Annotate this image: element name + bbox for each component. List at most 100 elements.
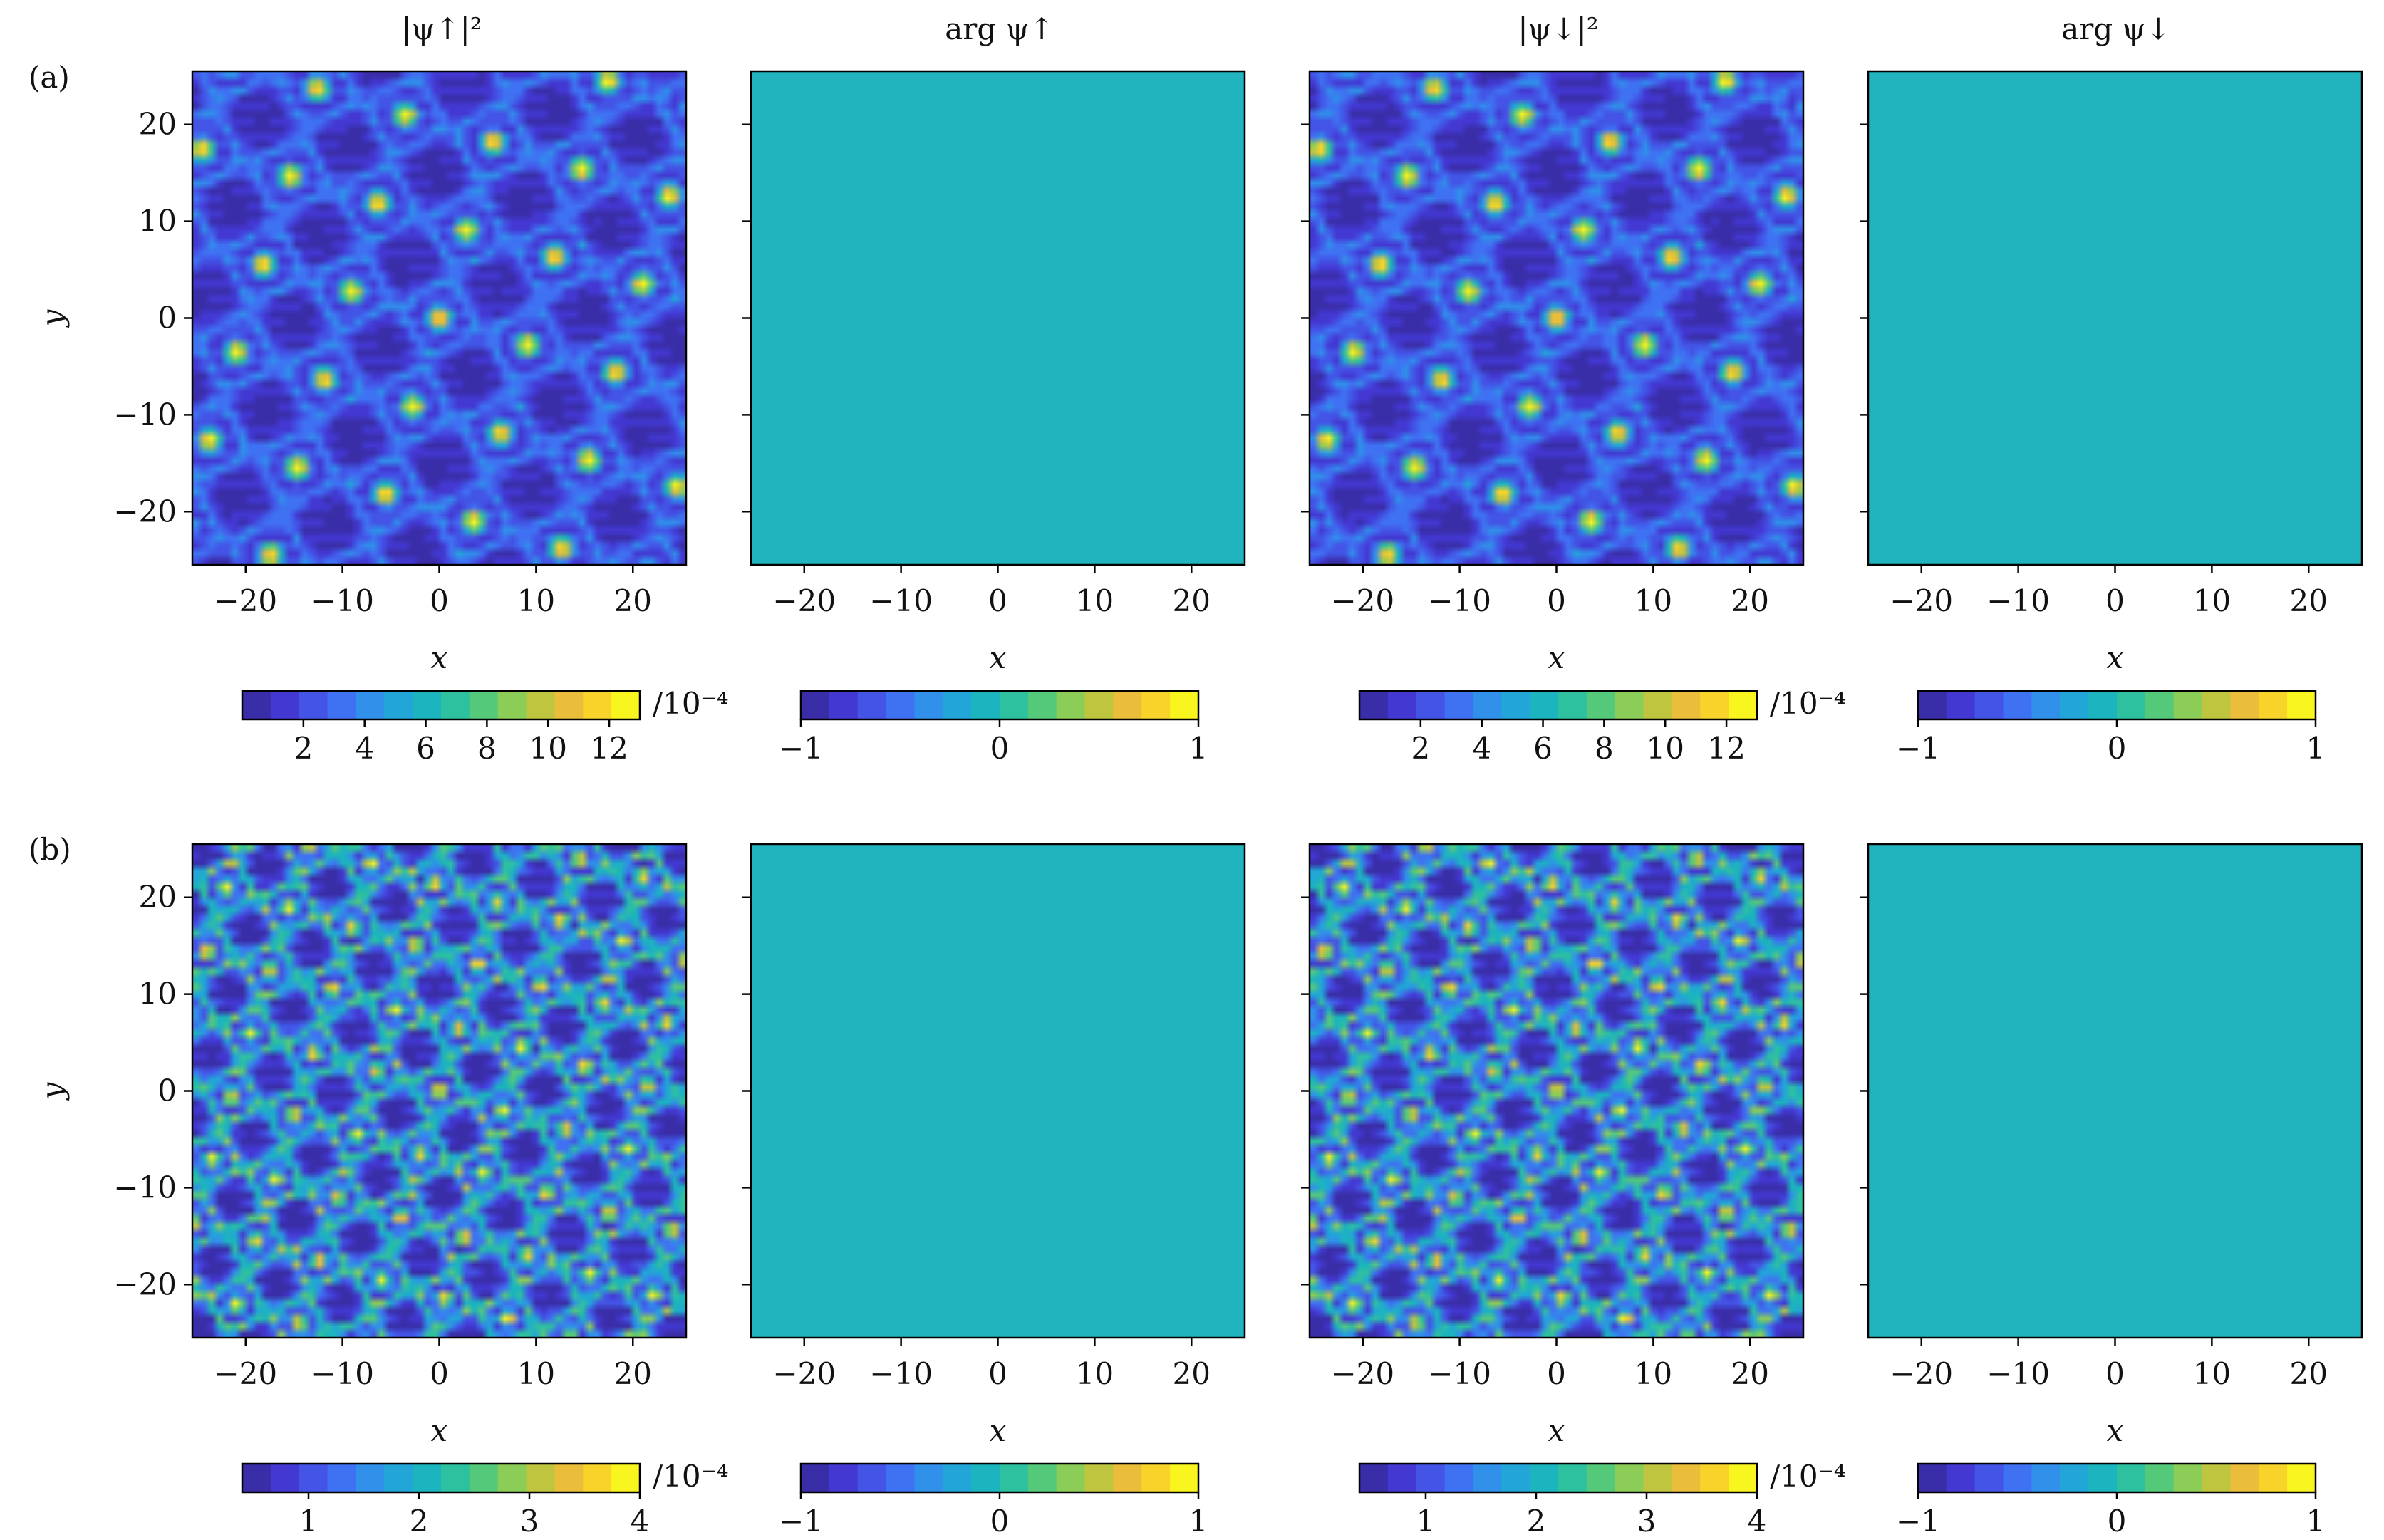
y-tick-label-b-up-density: −20: [113, 1266, 177, 1301]
colorbar-swatch-b-down-phase: [1946, 1464, 1976, 1492]
colorbar-tick-label-a-up-density: 12: [590, 731, 628, 766]
x-axis-label-a-up-density: x: [431, 640, 448, 675]
colorbar-swatch-b-up-phase: [1113, 1464, 1142, 1492]
x-axis-label-b-up-phase: x: [990, 1413, 1007, 1448]
x-tick-label-b-down-density: 10: [1634, 1356, 1672, 1391]
colorbar-swatch-b-down-phase: [1918, 1464, 1947, 1492]
colorbar-swatch-a-up-density: [299, 691, 328, 719]
row-label-a: (a): [28, 60, 70, 95]
colorbar-swatch-a-up-phase: [829, 691, 859, 719]
colorbar-tick-label-b-down-phase: 1: [2306, 1504, 2326, 1537]
colorbar-swatch-a-up-density: [611, 691, 641, 719]
colorbar-tick-label-a-down-density: 10: [1647, 731, 1684, 766]
colorbar-swatch-b-down-phase: [2202, 1464, 2232, 1492]
x-tick-label-b-up-phase: 0: [988, 1356, 1007, 1391]
colorbar-swatch-a-up-phase: [943, 691, 972, 719]
heatmap-b-up-density: [192, 844, 686, 1338]
colorbar-frame-a-up-density: [241, 690, 641, 721]
x-tick-label-a-down-phase: 20: [2290, 583, 2328, 618]
column-title-up-phase: arg ψ↑: [945, 11, 1054, 46]
y-tick-label-a-up-density: −20: [113, 494, 177, 529]
colorbar-tick-label-a-up-density: 2: [294, 731, 313, 766]
x-tick-label-b-down-phase: 10: [2193, 1356, 2231, 1391]
colorbar-tick-label-b-down-density: 1: [1416, 1504, 1436, 1537]
colorbar-swatch-a-down-phase: [2259, 691, 2288, 719]
colorbar-swatch-a-down-phase: [2060, 691, 2089, 719]
colorbar-swatch-b-down-density: [1473, 1464, 1502, 1492]
colorbar-swatch-b-down-density: [1359, 1464, 1389, 1492]
colorbar-tick-label-a-down-density: 4: [1472, 731, 1491, 766]
y-tick-label-b-up-density: 10: [139, 977, 177, 1011]
colorbar-swatch-a-up-density: [242, 691, 271, 719]
column-title-down-phase: arg ψ↓: [2061, 11, 2170, 46]
colorbar-swatch-b-down-density: [1387, 1464, 1417, 1492]
colorbar-swatch-b-down-density: [1700, 1464, 1729, 1492]
x-tick-label-b-up-phase: −20: [772, 1356, 836, 1391]
colorbar-swatch-a-up-phase: [886, 691, 916, 719]
colorbar-swatch-b-up-density: [441, 1464, 470, 1492]
colorbar-swatch-a-up-density: [413, 691, 442, 719]
panel-b-down-density: −20 −10 0 10 20 x 1 2 3 4/10⁻⁴: [1301, 843, 1846, 1539]
colorbar-swatch-a-down-phase: [2117, 691, 2146, 719]
colorbar-swatch-b-down-density: [1643, 1464, 1673, 1492]
x-tick-label-b-down-density: 0: [1547, 1356, 1566, 1391]
colorbar-swatch-b-down-phase: [2287, 1464, 2316, 1492]
x-tick-label-a-down-density: 20: [1731, 583, 1769, 618]
x-tick-label-a-down-phase: −10: [1986, 583, 2050, 618]
panel-b-down-phase: −20 −10 0 10 20x−1 0 1: [1860, 843, 2363, 1539]
colorbar-swatch-b-down-phase: [2060, 1464, 2089, 1492]
colorbar-tick-label-a-down-density: 12: [1707, 731, 1745, 766]
colorbar-swatch-b-down-phase: [1974, 1464, 2004, 1492]
colorbar-swatch-b-up-density: [554, 1464, 584, 1492]
colorbar-swatch-a-up-phase: [1056, 691, 1086, 719]
y-axis-label-b-up-density: y: [35, 1081, 70, 1101]
colorbar-tick-label-b-up-density: 2: [410, 1504, 429, 1537]
colorbar-swatch-b-up-phase: [943, 1464, 972, 1492]
colorbar-swatch-b-up-phase: [857, 1464, 887, 1492]
colorbar-swatch-b-up-phase: [1141, 1464, 1171, 1492]
colorbar-swatch-b-down-density: [1729, 1464, 1758, 1492]
colorbar-swatch-a-up-phase: [801, 691, 830, 719]
colorbar-swatch-a-up-phase: [857, 691, 887, 719]
y-tick-label-a-up-density: −10: [113, 397, 177, 432]
colorbar-unit-b-down-density: /10⁻⁴: [1770, 1459, 1846, 1494]
colorbar-swatch-b-down-density: [1558, 1464, 1587, 1492]
colorbar-swatch-a-down-density: [1530, 691, 1559, 719]
y-tick-label-a-up-density: 0: [157, 301, 177, 335]
colorbar-tick-label-b-up-density: 4: [631, 1504, 650, 1537]
colorbar-swatch-a-up-density: [583, 691, 612, 719]
colorbar-swatch-b-down-phase: [2145, 1464, 2175, 1492]
colorbar-swatch-a-down-phase: [2088, 691, 2118, 719]
x-tick-label-a-up-phase: 0: [988, 583, 1007, 618]
colorbar-swatch-a-down-density: [1729, 691, 1758, 719]
colorbar-swatch-a-up-phase: [1170, 691, 1199, 719]
colorbar-swatch-a-down-density: [1586, 691, 1616, 719]
colorbar-swatch-b-down-phase: [2003, 1464, 2033, 1492]
x-axis-label-b-up-density: x: [431, 1413, 448, 1448]
colorbar-swatch-a-down-density: [1501, 691, 1530, 719]
colorbar-frame-b-up-density: [241, 1462, 641, 1494]
colorbar-tick-label-b-down-phase: −1: [1896, 1504, 1940, 1537]
colorbar-swatch-b-up-density: [469, 1464, 499, 1492]
colorbar-swatch-a-up-density: [441, 691, 470, 719]
colorbar-swatch-b-up-density: [526, 1464, 556, 1492]
colorbar-tick-label-b-up-phase: −1: [779, 1504, 823, 1537]
colorbar-swatch-a-up-phase: [971, 691, 1000, 719]
colorbar-swatch-a-up-density: [356, 691, 385, 719]
colorbar-tick-label-b-up-phase: 1: [1189, 1504, 1208, 1537]
colorbar-swatch-a-down-phase: [1918, 691, 1947, 719]
colorbar-swatch-a-down-density: [1473, 691, 1502, 719]
x-tick-label-a-up-density: −20: [214, 583, 277, 618]
colorbar-tick-label-b-down-density: 3: [1637, 1504, 1657, 1537]
colorbar-swatch-b-up-density: [299, 1464, 328, 1492]
colorbar-swatch-a-up-density: [526, 691, 556, 719]
x-tick-label-b-down-phase: −20: [1890, 1356, 1953, 1391]
colorbar-swatch-b-up-phase: [1084, 1464, 1114, 1492]
x-tick-label-a-up-phase: 20: [1173, 583, 1211, 618]
x-tick-label-a-up-phase: −10: [869, 583, 933, 618]
x-axis-label-a-down-density: x: [1548, 640, 1565, 675]
x-tick-label-b-down-phase: −10: [1986, 1356, 2050, 1391]
x-axis-label-a-up-phase: x: [990, 640, 1007, 675]
colorbar-tick-label-a-down-phase: −1: [1896, 731, 1940, 766]
colorbar-swatch-a-up-density: [270, 691, 300, 719]
